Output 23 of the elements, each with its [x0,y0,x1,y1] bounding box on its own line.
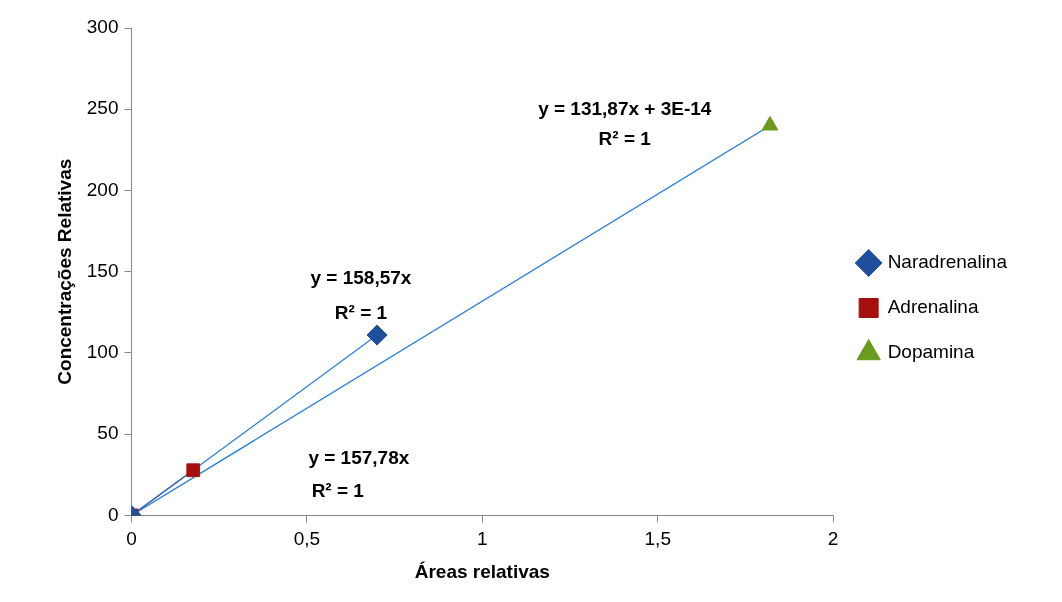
annotation: R² = 1 [334,301,388,323]
x-tick-label: 1,5 [644,528,671,550]
x-axis-title: Áreas relativas [414,560,550,582]
y-tick-label: 100 [86,341,119,363]
annotation: y = 157,78x [308,447,410,469]
annotation: R² = 1 [598,128,652,150]
annotation: y = 158,57x [310,267,412,289]
annotation: y = 131,87x + 3E-14 [538,98,712,120]
legend-label: Dopamina [887,341,975,363]
y-tick-label: 300 [86,16,119,38]
legend-label: Naradrenalina [887,251,1008,273]
x-tick-label: 1 [477,528,488,550]
y-tick-label: 0 [107,503,119,525]
x-tick-label: 2 [827,528,839,550]
y-tick-label: 150 [86,259,119,281]
y-tick-label: 250 [86,97,119,119]
x-tick-label: 0,5 [293,528,321,550]
x-tick-label: 0 [126,528,137,550]
y-tick-label: 50 [97,422,119,444]
legend-label: Adrenalina [887,296,979,318]
annotation: R² = 1 [311,479,365,501]
y-axis-title: Concentrações Relativas [53,158,75,385]
y-tick-label: 200 [86,178,119,200]
